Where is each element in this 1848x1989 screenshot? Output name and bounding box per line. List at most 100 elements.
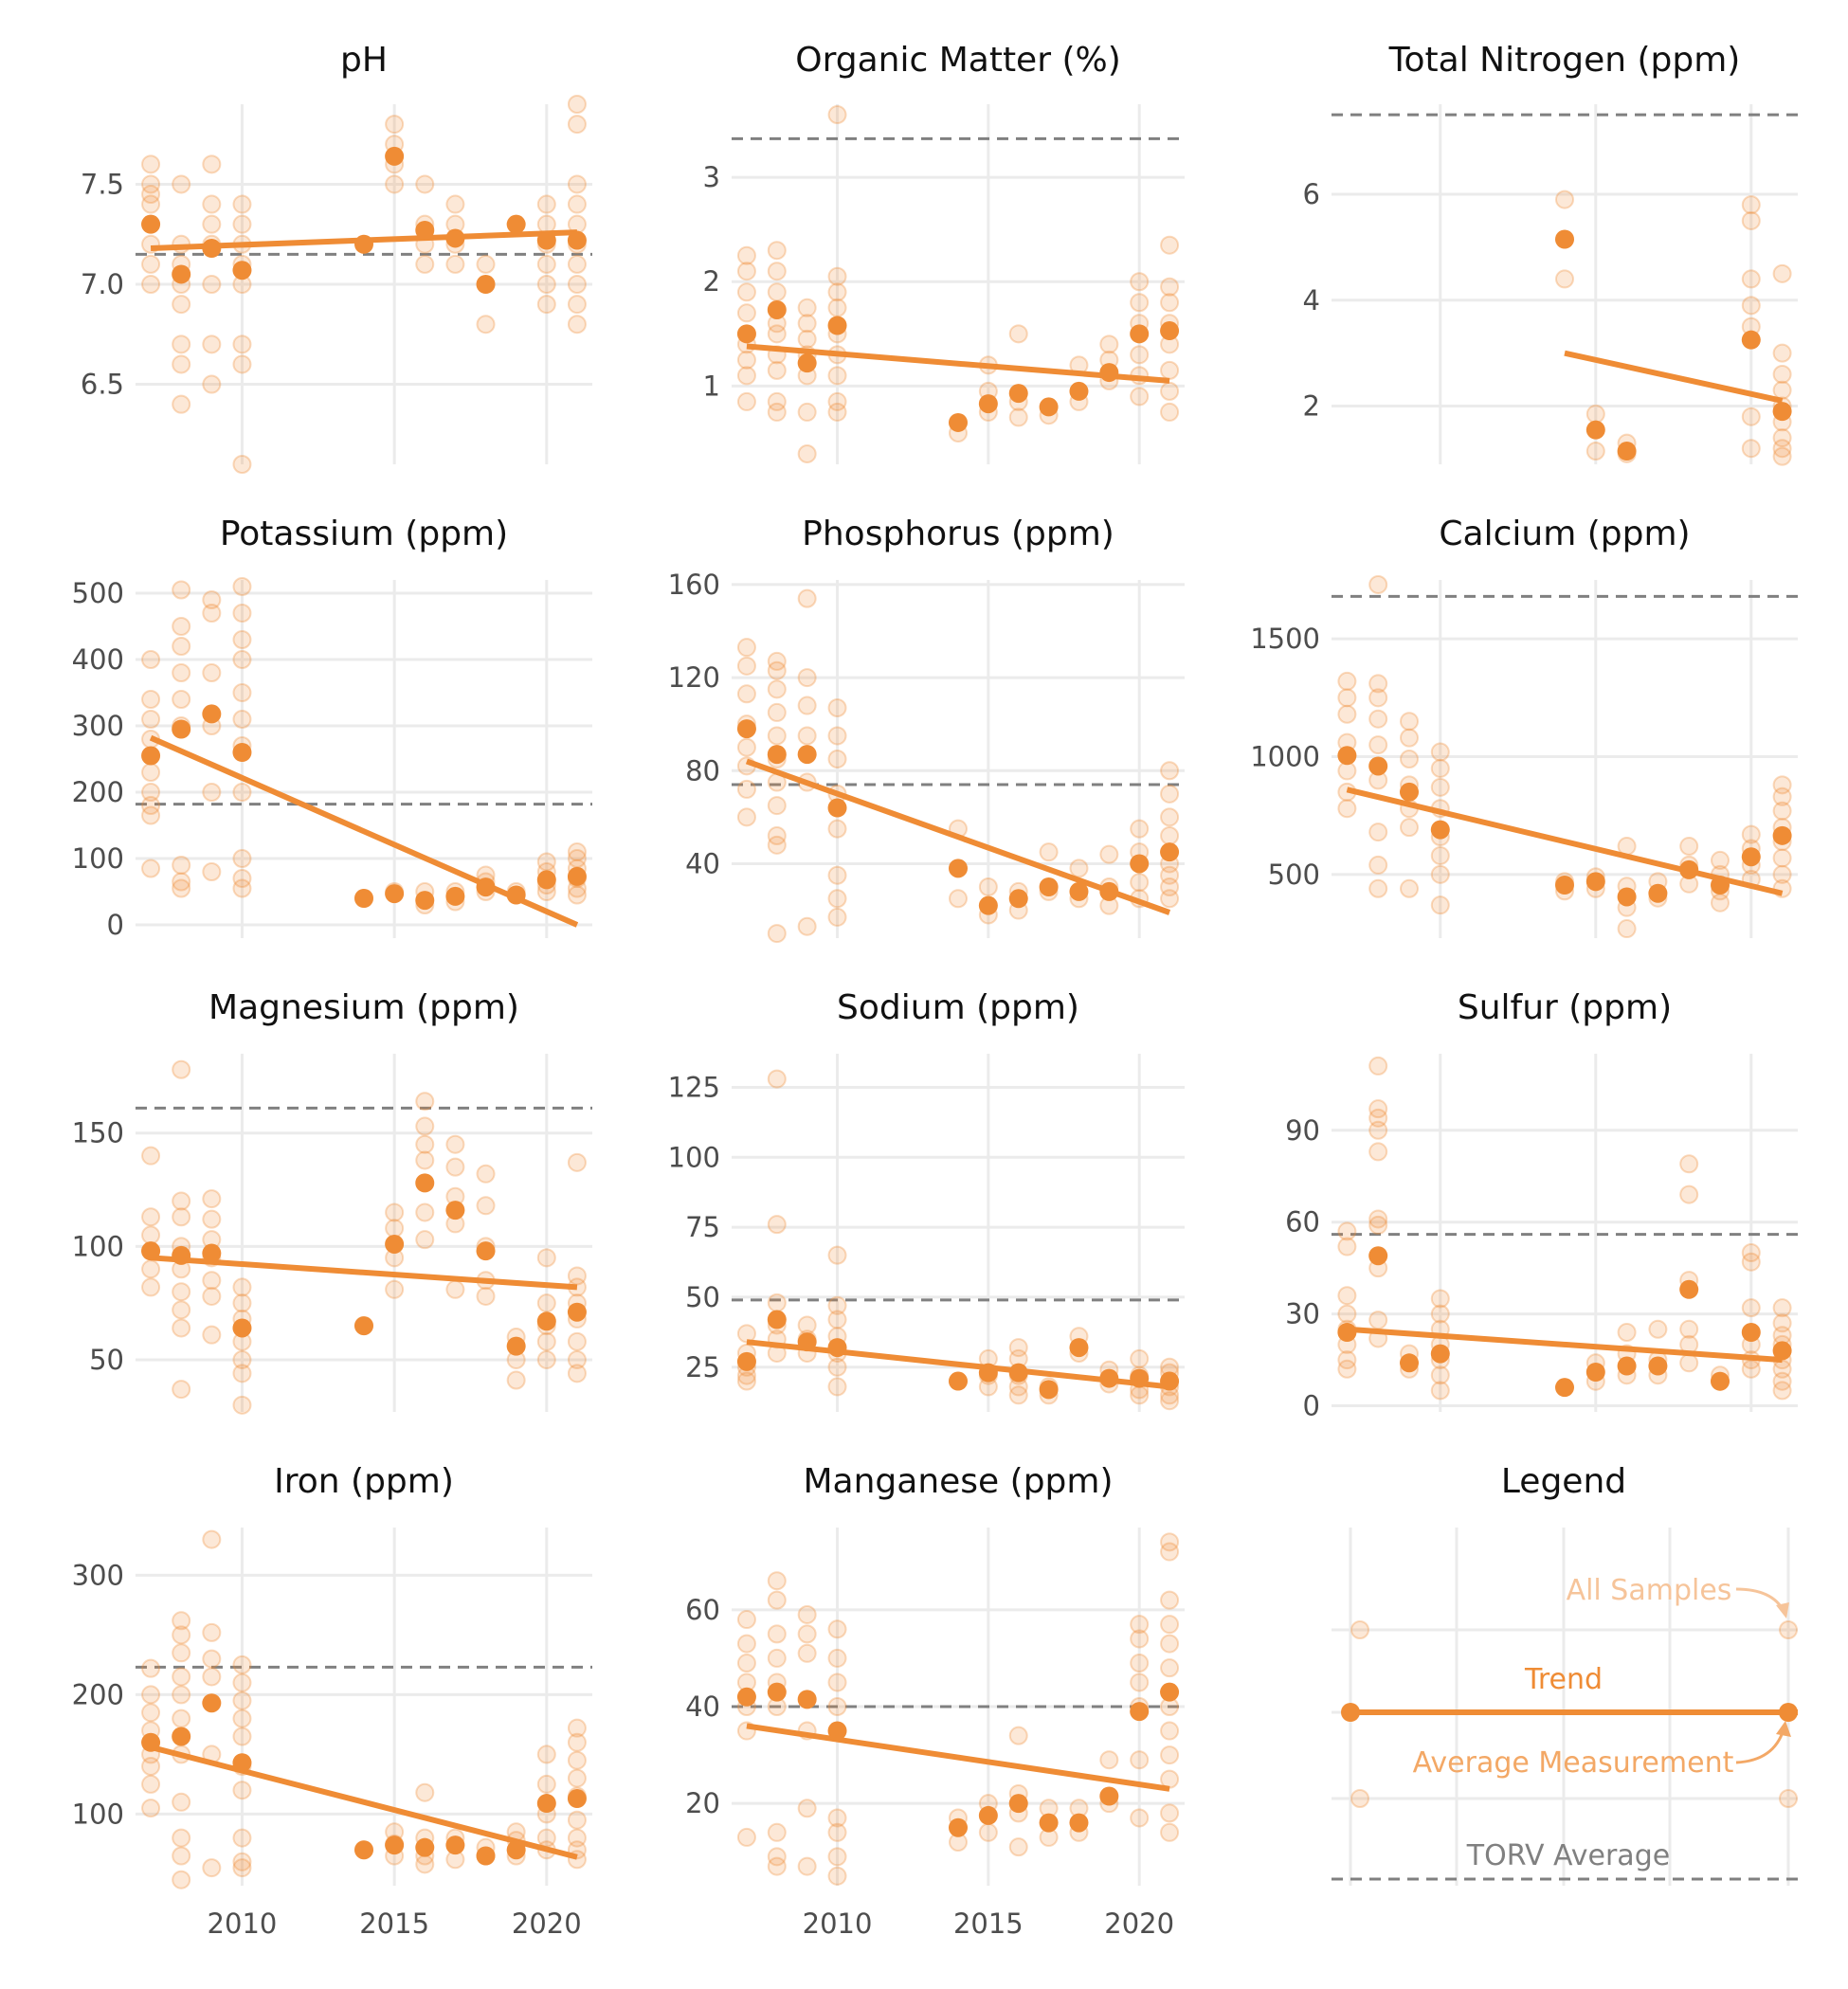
sample-point	[767, 1590, 787, 1610]
sample-point	[1772, 864, 1792, 884]
sample-point	[736, 807, 756, 827]
sample-point	[141, 763, 161, 782]
sample-point	[232, 783, 252, 802]
average-point	[1711, 876, 1730, 895]
sample-point	[1400, 818, 1419, 838]
sample-point	[767, 826, 787, 845]
sample-point	[232, 194, 252, 214]
sample-point	[827, 750, 847, 768]
sample-point	[767, 282, 787, 302]
sample-point	[567, 1364, 587, 1383]
sample-point	[1772, 1298, 1792, 1318]
average-point	[1160, 1682, 1180, 1702]
panel-p: Phosphorus (ppm) 40 80 120 160	[668, 515, 1185, 944]
y-tick-label: 50	[685, 1281, 720, 1313]
sample-point	[827, 366, 847, 386]
sample-point	[827, 1619, 847, 1639]
sample-point	[141, 1259, 161, 1279]
sample-point	[1160, 1590, 1180, 1610]
sample-point	[202, 590, 222, 609]
sample-point	[767, 324, 787, 344]
y-tick-label: 0	[107, 909, 124, 941]
sample-point	[1617, 919, 1637, 939]
y-tick-label: 100	[72, 1230, 124, 1262]
sample-point	[567, 842, 587, 861]
sample-point	[141, 783, 161, 802]
sample-point	[1368, 574, 1388, 594]
sample-point	[232, 1691, 252, 1710]
sample-point	[567, 1331, 587, 1351]
sample-point	[232, 1852, 252, 1871]
panel-s: Sulfur (ppm) 0 30 60 90	[1285, 988, 1798, 1422]
average-point	[949, 1817, 968, 1837]
sample-point	[385, 115, 405, 135]
y-tick-label: 50	[89, 1344, 124, 1376]
sample-point	[232, 1727, 252, 1746]
sample-point	[172, 1846, 191, 1866]
average-point	[415, 1837, 435, 1857]
sample-point	[1008, 1338, 1028, 1358]
sample-point	[1741, 407, 1761, 426]
average-point	[1337, 746, 1357, 766]
average-point	[797, 1332, 817, 1352]
sample-point	[1160, 1532, 1180, 1552]
sample-point	[1160, 1542, 1180, 1562]
sample-point	[1430, 1381, 1450, 1401]
sample-point	[827, 105, 847, 125]
sample-point	[172, 1191, 191, 1211]
sample-point	[202, 1189, 222, 1209]
sample-point	[1741, 1252, 1761, 1272]
y-tick-label: 300	[72, 1559, 124, 1591]
sample-point	[1679, 1353, 1699, 1373]
sample-point	[827, 1357, 847, 1377]
average-point	[1039, 1813, 1059, 1833]
sample-point	[445, 1134, 465, 1154]
sample-point	[172, 1870, 191, 1890]
sample-point	[797, 1856, 817, 1876]
sample-point	[232, 577, 252, 596]
average-point	[506, 885, 526, 905]
average-point	[1130, 1702, 1150, 1722]
average-point	[767, 745, 787, 765]
average-point	[476, 1241, 496, 1261]
sample-point	[567, 885, 587, 905]
sample-point	[736, 1634, 756, 1654]
average-point	[827, 1721, 847, 1741]
sample-point	[1400, 728, 1419, 748]
sample-point	[1160, 293, 1180, 313]
sample-point	[141, 1225, 161, 1245]
sample-point	[827, 1673, 847, 1692]
sample-point	[172, 1207, 191, 1227]
sample-point	[797, 298, 817, 317]
sample-point	[141, 690, 161, 709]
sample-point	[1772, 343, 1792, 363]
sample-point	[476, 1164, 496, 1184]
sample-point	[1711, 850, 1730, 870]
average-point	[476, 275, 496, 294]
average-point	[1337, 1323, 1357, 1342]
y-tick-label: 500	[72, 577, 124, 609]
sample-point	[978, 1822, 998, 1842]
sample-point	[232, 354, 252, 374]
y-tick-label: 6.5	[81, 369, 124, 401]
average-point	[1039, 397, 1059, 417]
sample-point	[736, 245, 756, 265]
sample-point	[797, 1604, 817, 1624]
sample-point	[767, 702, 787, 722]
y-tick-label: 100	[72, 842, 124, 875]
average-point	[978, 1363, 998, 1383]
sample-point	[172, 1282, 191, 1302]
panel-title: Calcium (ppm)	[1439, 515, 1690, 553]
sample-point	[1617, 1323, 1637, 1342]
sample-point	[232, 455, 252, 474]
sample-point	[1160, 761, 1180, 781]
panel-na: Sodium (ppm) 25 50 75 100 125	[668, 988, 1185, 1412]
panel-title: Iron (ppm)	[274, 1462, 454, 1501]
average-point	[415, 1173, 435, 1193]
average-point	[1679, 859, 1699, 879]
sample-point	[827, 391, 847, 411]
average-point	[1069, 381, 1089, 401]
sample-point	[202, 1209, 222, 1229]
sample-point	[567, 254, 587, 274]
sample-point	[415, 1854, 435, 1874]
